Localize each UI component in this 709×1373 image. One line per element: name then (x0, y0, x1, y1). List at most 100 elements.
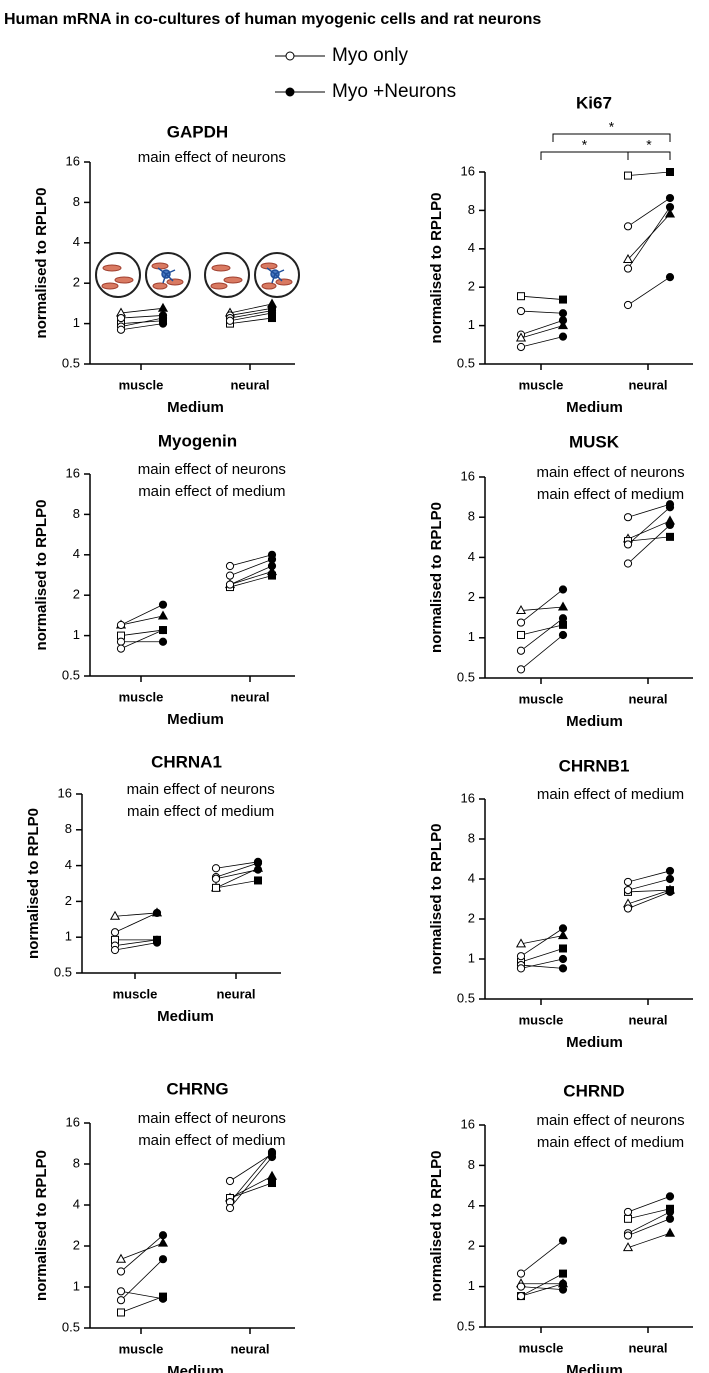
pair-line (120, 1242, 164, 1260)
y-axis-label: normalised to RPLP0 (428, 824, 445, 975)
point (557, 601, 569, 611)
pair-line (520, 1286, 564, 1290)
pair-line (114, 912, 158, 933)
y-tick-label: 8 (468, 202, 475, 217)
point (623, 1231, 633, 1240)
y-tick-label: 16 (461, 163, 475, 178)
y-tick-label: 2 (468, 279, 475, 294)
point (212, 883, 220, 892)
y-axis-label: normalised to RPLP0 (428, 193, 445, 344)
point (558, 924, 568, 933)
point (152, 908, 162, 918)
point (225, 580, 235, 589)
x-tick-label: muscle (113, 986, 158, 1001)
pair-line (520, 935, 564, 945)
pair-line (120, 1290, 164, 1300)
point (665, 887, 675, 896)
point (253, 865, 263, 874)
x-tick-label: muscle (119, 689, 164, 704)
panel-title: GAPDH (167, 122, 228, 141)
pair-line (627, 171, 671, 176)
point (110, 945, 120, 955)
pair-line (120, 1234, 164, 1272)
point (157, 610, 169, 620)
y-tick-label: 8 (468, 830, 475, 845)
pair-line (627, 524, 671, 564)
y-tick-label: 1 (468, 629, 475, 644)
point (664, 1227, 676, 1237)
point (158, 1255, 168, 1264)
point (211, 864, 221, 873)
point (109, 910, 121, 920)
pair-line (229, 1175, 273, 1199)
pair-line (229, 1156, 273, 1209)
y-tick-label: 16 (58, 785, 72, 800)
point (665, 1207, 675, 1217)
y-tick-label: 1 (468, 950, 475, 965)
point (225, 316, 235, 325)
pair-line (215, 862, 259, 878)
pair-line (627, 276, 671, 306)
y-axis-label: normalised to RPLP0 (25, 808, 42, 959)
pair-line (520, 617, 564, 652)
point (665, 503, 675, 512)
point (266, 1170, 278, 1180)
point (158, 637, 168, 646)
y-tick-label: 2 (468, 910, 475, 925)
y-tick-label: 0.5 (62, 1319, 80, 1334)
annotation: main effect of medium (537, 786, 684, 803)
point (116, 1287, 126, 1296)
point (622, 1242, 634, 1252)
pair-line (215, 861, 259, 869)
significance-label: * (646, 137, 652, 153)
cell-illustration (95, 252, 300, 298)
legend-marker (285, 87, 295, 97)
point (225, 1176, 235, 1186)
pair-line (120, 317, 164, 327)
pair-line (229, 1182, 273, 1199)
x-tick-label: neural (230, 689, 269, 704)
x-tick-label: neural (628, 1012, 667, 1027)
point (623, 222, 633, 231)
y-tick-label: 8 (73, 1155, 80, 1170)
x-tick-label: muscle (519, 1340, 564, 1355)
point (666, 168, 674, 176)
point (558, 1236, 568, 1245)
y-tick-label: 1 (468, 317, 475, 332)
y-tick-label: 8 (468, 509, 475, 524)
x-tick-label: neural (216, 986, 255, 1001)
pair-line (627, 206, 671, 269)
pair-line (520, 928, 564, 957)
pair-line (114, 939, 158, 946)
pair-line (229, 1151, 273, 1203)
pair-line (627, 1218, 671, 1236)
point (665, 193, 675, 203)
point (515, 332, 527, 342)
x-tick-label: muscle (519, 1012, 564, 1027)
y-tick-label: 2 (73, 1237, 80, 1252)
pair-line (520, 948, 564, 963)
point (558, 585, 568, 594)
pair-line (229, 558, 273, 576)
point (558, 1279, 568, 1288)
point (158, 1294, 168, 1303)
pair-line (114, 942, 158, 951)
point (158, 625, 168, 635)
point (558, 614, 568, 623)
pair-line (114, 912, 158, 917)
panel-title: CHRNB1 (559, 756, 630, 775)
point (517, 292, 525, 301)
point (516, 952, 526, 961)
y-tick-label: 0.5 (457, 990, 475, 1005)
point (116, 644, 126, 653)
pair-line (229, 565, 273, 585)
point (557, 320, 569, 330)
pair-line (520, 336, 564, 348)
pair-line (215, 869, 259, 880)
pair-line (520, 958, 564, 969)
y-axis-label: normalised to RPLP0 (33, 1150, 50, 1301)
pair-line (520, 310, 564, 314)
pair-line (520, 634, 564, 670)
pair-line (120, 1296, 164, 1313)
point (225, 1203, 235, 1213)
